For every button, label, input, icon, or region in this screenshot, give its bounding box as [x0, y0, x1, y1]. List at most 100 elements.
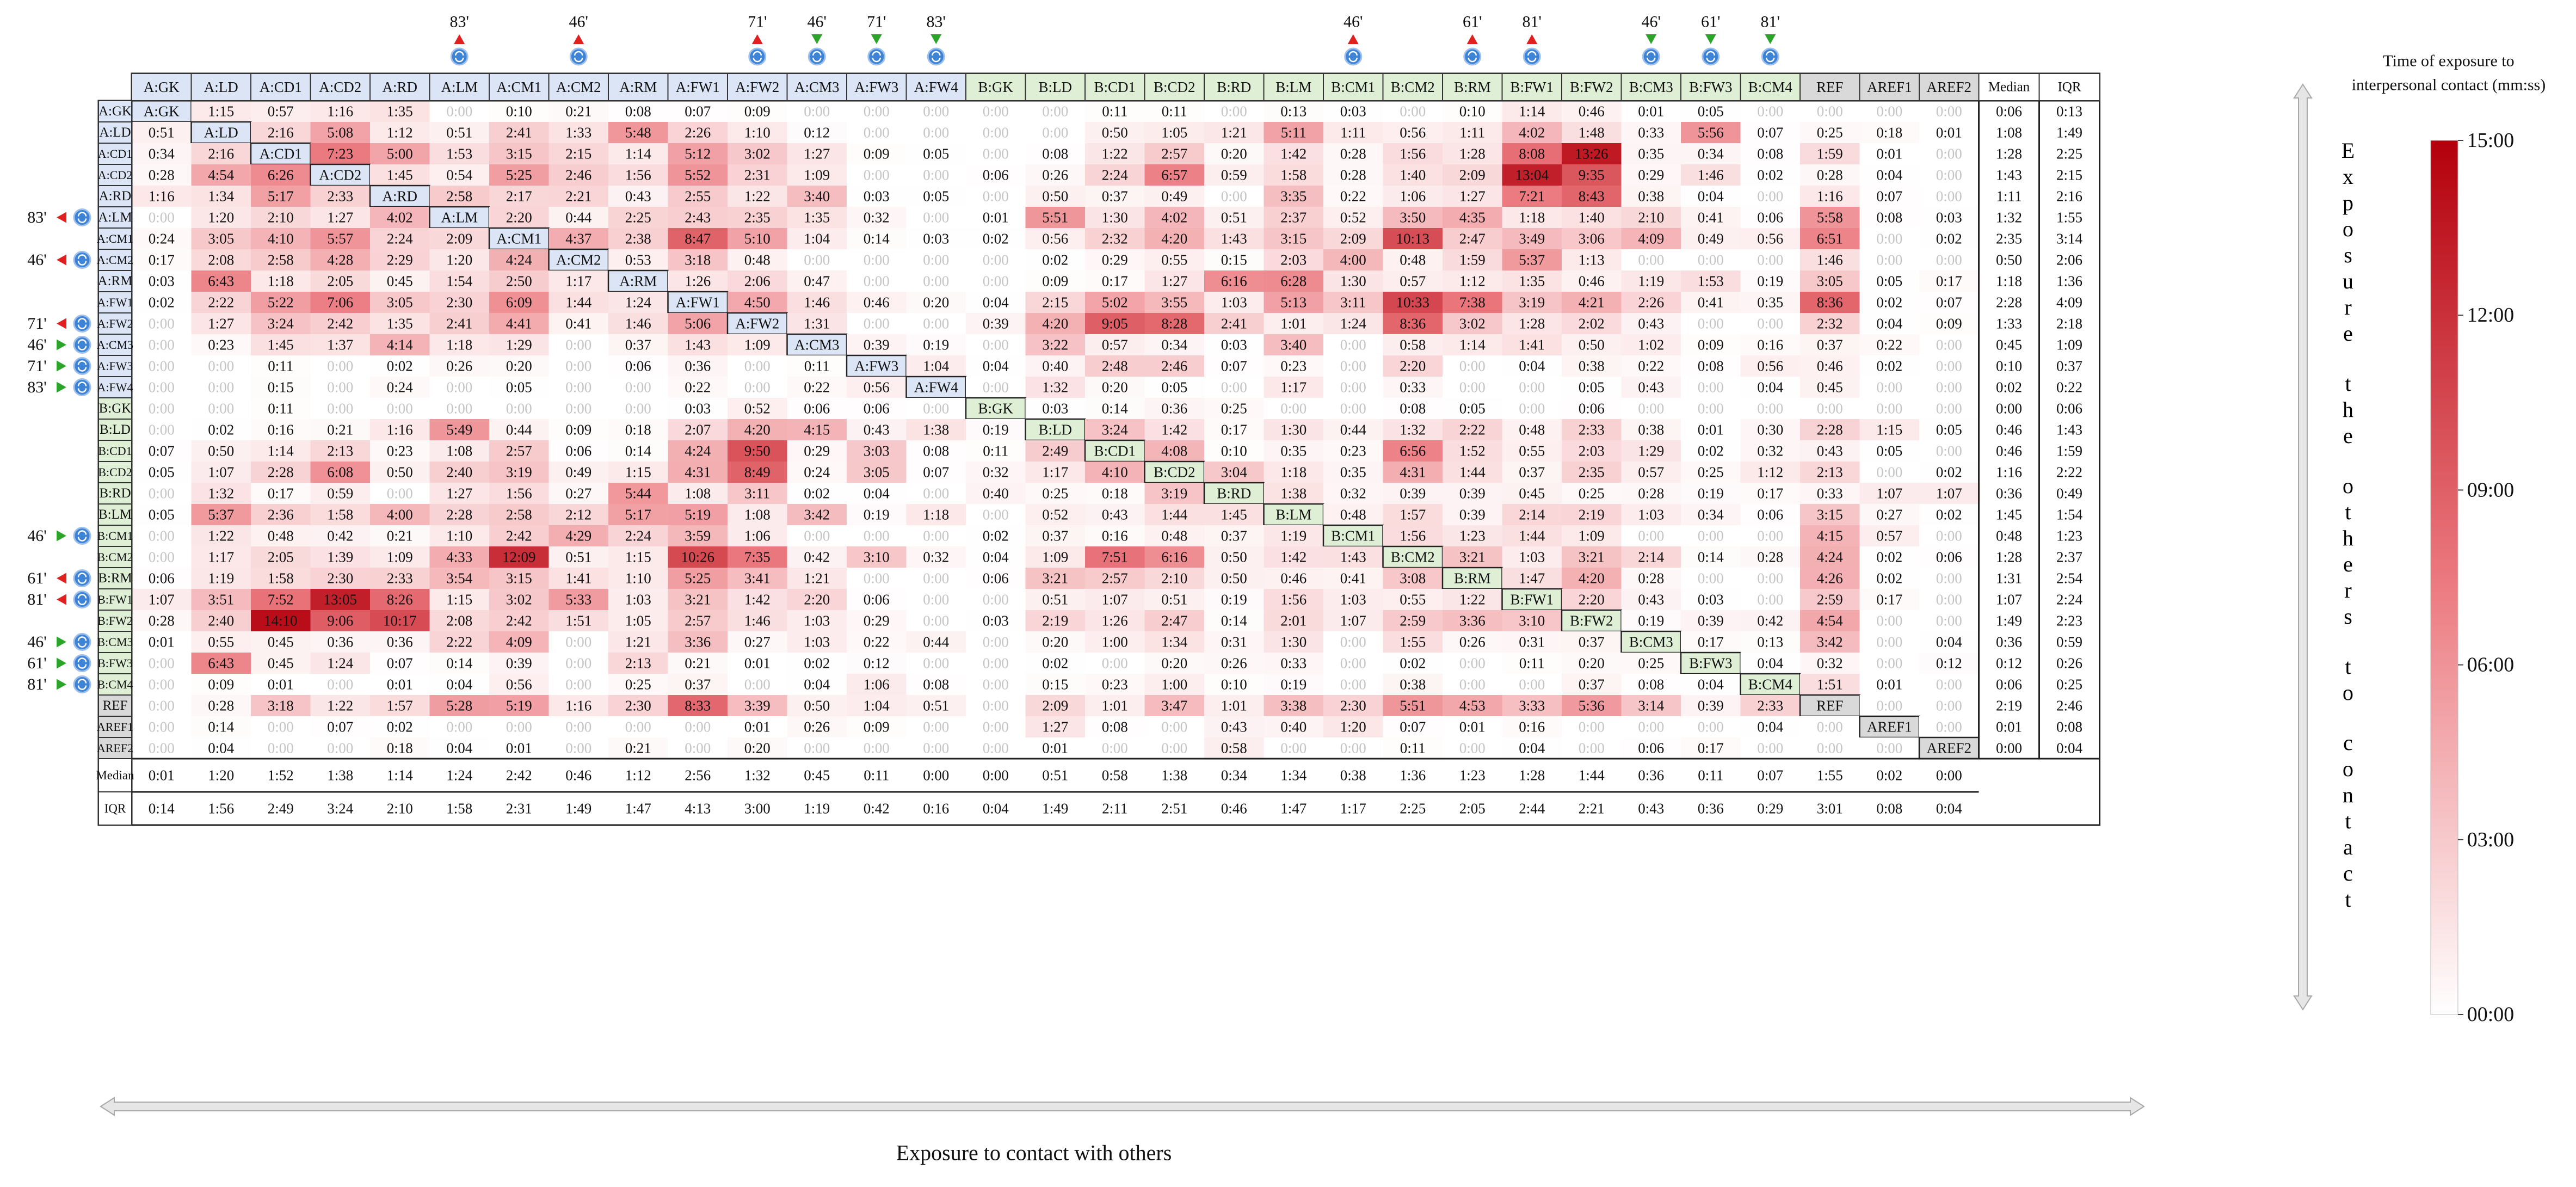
cell-value: 1:03 [1519, 549, 1545, 565]
heat-cell [489, 546, 550, 568]
heat-cell [132, 398, 192, 420]
heat-cell [1859, 631, 1920, 653]
row-header-cell [98, 397, 132, 420]
substitution-icon-arrows [77, 530, 87, 542]
heat-cell [1383, 186, 1443, 207]
cell-value: 0:14 [864, 231, 890, 247]
cell-value: 0:22 [1876, 337, 1902, 353]
heat-cell [1204, 589, 1265, 611]
cell-value: 10:26 [681, 549, 714, 565]
heat-cell [608, 462, 669, 483]
substitution-icon [1702, 47, 1720, 66]
heat-cell [1025, 525, 1086, 547]
heat-cell [191, 313, 251, 335]
heat-cell [1740, 568, 1801, 589]
heat-cell [1502, 483, 1562, 505]
heat-cell [1621, 716, 1681, 738]
cell-value: 2:50 [506, 273, 532, 290]
heat-cell [1144, 589, 1205, 611]
median-row-value: 1:12 [625, 767, 651, 784]
cell-value: 2:01 [1280, 613, 1307, 629]
cell-value: 0:04 [983, 358, 1009, 374]
cell-value: 4:20 [1161, 231, 1187, 247]
heat-cell [251, 292, 311, 313]
cell-value: 1:54 [446, 273, 473, 290]
substitution-icon [73, 591, 91, 608]
row-median: 1:43 [1996, 167, 2022, 183]
heat-cell [1681, 483, 1741, 505]
heat-cell [251, 674, 311, 696]
cell-value: 0:19 [983, 422, 1009, 438]
cell-value: 0:00 [149, 316, 175, 332]
heat-cell [1204, 270, 1265, 292]
heat-cell [1323, 653, 1384, 674]
cell-value: 0:07 [1936, 294, 1962, 311]
heat-cell [1025, 270, 1086, 292]
heat-cell [1621, 568, 1681, 589]
cell-value: 2:09 [1459, 167, 1486, 183]
cell-value: 1:24 [1340, 316, 1367, 332]
heat-cell [1740, 207, 1801, 229]
cell-value: 2:58 [268, 252, 294, 268]
heat-cell [489, 101, 550, 122]
cell-value: 0:28 [208, 698, 234, 714]
cell-value: 1:07 [208, 464, 234, 481]
cell-value: 0:01 [744, 719, 771, 735]
cell-value: 0:00 [1042, 103, 1068, 120]
cell-value: 0:00 [1519, 401, 1545, 417]
heat-cell [847, 568, 907, 589]
heat-cell [1681, 228, 1741, 250]
cell-value: 1:08 [446, 443, 472, 459]
cell-value: 0:55 [1519, 443, 1545, 459]
cell-value: 0:00 [1340, 740, 1366, 757]
heat-cell [1264, 546, 1324, 568]
heat-cell [251, 164, 311, 186]
row-header-cell [98, 291, 132, 313]
cell-value: 0:20 [1102, 379, 1128, 396]
cell-value: 0:00 [565, 655, 591, 672]
heat-cell [489, 674, 550, 696]
cell-value: 0:08 [1042, 146, 1068, 162]
cell-value: 0:05 [149, 464, 175, 481]
row-header: B:CD1 [98, 444, 132, 458]
cell-value: 2:55 [685, 188, 711, 205]
heat-cell [489, 631, 550, 653]
heat-cell [1204, 462, 1265, 483]
cell-value: 0:00 [565, 740, 591, 757]
cell-value: 0:00 [923, 167, 949, 183]
cell-value: 0:00 [923, 210, 949, 226]
heat-cell [1383, 398, 1443, 420]
cell-value: 0:00 [923, 401, 949, 417]
cell-value: 0:04 [1757, 719, 1784, 735]
heat-cell [1919, 695, 1980, 717]
heat-cell [1025, 228, 1086, 250]
cell-value: 0:02 [1876, 294, 1902, 311]
substitution-icon [1523, 47, 1541, 66]
cell-value: 0:02 [1876, 570, 1902, 587]
heat-cell [191, 143, 251, 165]
heat-cell [132, 525, 192, 547]
heat-cell [191, 674, 251, 696]
heat-cell [1800, 546, 1860, 568]
row-header: B:CM3 [97, 635, 133, 649]
heat-cell [191, 737, 251, 759]
heat-cell [1562, 504, 1622, 526]
cell-value: 1:32 [208, 485, 234, 502]
cell-value: 0:00 [1638, 719, 1664, 735]
cell-value: 0:46 [1280, 570, 1307, 587]
cell-value: 0:11 [1162, 103, 1187, 120]
cell-value: 0:00 [149, 401, 175, 417]
heat-cell [608, 568, 669, 589]
cell-value: 1:21 [804, 570, 830, 587]
heat-cell [310, 270, 371, 292]
heat-cell [191, 101, 251, 122]
heat-cell [1859, 101, 1920, 122]
heat-cell [310, 419, 371, 441]
heat-cell [1919, 398, 1980, 420]
cell-value: 0:04 [1519, 740, 1545, 757]
row-iqr: 1:43 [2056, 422, 2082, 438]
cell-value: 0:00 [1638, 401, 1664, 417]
heat-cell [1264, 716, 1324, 738]
heat-cell [429, 186, 490, 207]
